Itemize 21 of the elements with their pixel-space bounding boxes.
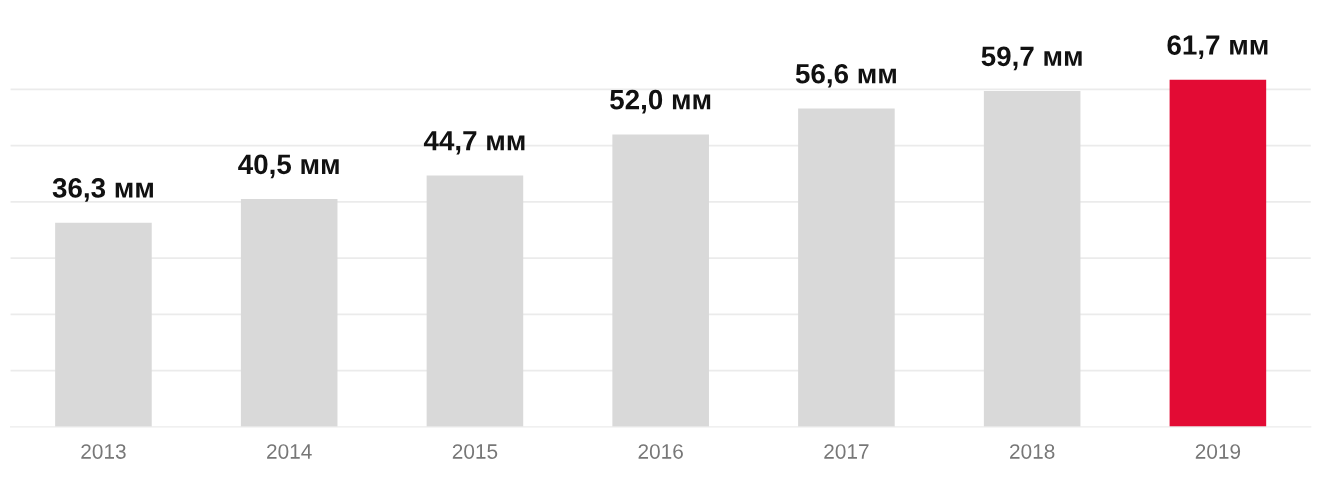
- bar: [983, 91, 1081, 427]
- data-label: 56,6 мм: [795, 63, 896, 88]
- bar: [798, 108, 895, 427]
- x-tick-label: 2014: [267, 444, 312, 459]
- x-tick-label: 2016: [638, 444, 683, 459]
- data-label: 61,7 мм: [1167, 35, 1268, 59]
- data-label: 44,7 мм: [423, 131, 525, 155]
- data-label: 40,5 мм: [238, 154, 339, 179]
- data-label: 52,0 мм: [610, 89, 711, 114]
- bar: [1169, 79, 1267, 427]
- x-tick-label: 2015: [452, 444, 498, 459]
- x-tick-label: 2017: [824, 444, 869, 459]
- bar: [55, 222, 152, 427]
- data-label: 36,3 мм: [52, 178, 153, 202]
- bar: [612, 134, 709, 427]
- x-tick-label: 2019: [1195, 444, 1241, 459]
- x-tick-label: 2018: [1010, 444, 1055, 459]
- data-label: 59,7 мм: [981, 46, 1082, 71]
- x-tick-label: 2013: [81, 444, 126, 459]
- bar: [426, 175, 524, 427]
- bar: [240, 199, 338, 427]
